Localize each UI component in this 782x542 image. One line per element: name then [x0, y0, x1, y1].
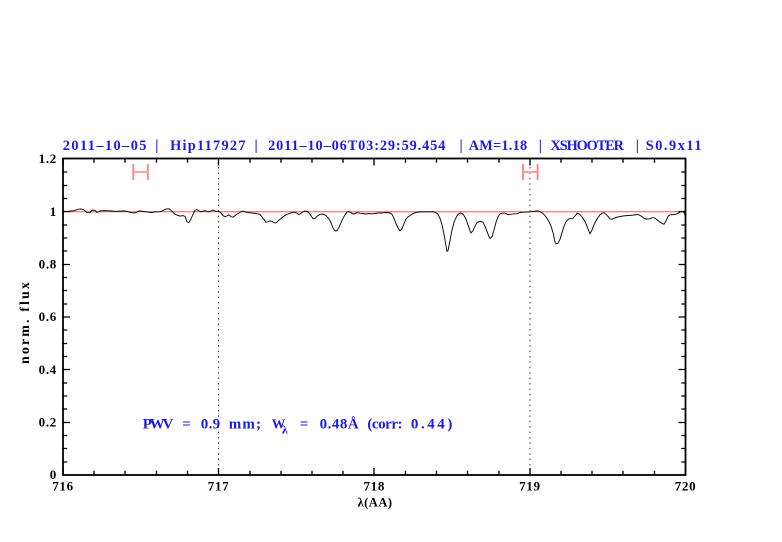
svg-text:PWV: PWV — [143, 417, 174, 433]
svg-text:S0.9x11: S0.9x11 — [646, 138, 703, 154]
svg-text:(corr:: (corr: — [367, 417, 402, 433]
svg-text:717: 717 — [208, 478, 230, 493]
svg-text:XSHOOTER: XSHOOTER — [551, 138, 625, 154]
svg-text:2011–10–05: 2011–10–05 — [63, 138, 148, 154]
svg-text:0.8: 0.8 — [39, 257, 57, 272]
svg-text:=: = — [300, 417, 309, 433]
svg-text:|: | — [539, 138, 542, 154]
svg-text:720: 720 — [675, 478, 697, 493]
svg-text:norm. flux: norm. flux — [18, 280, 33, 364]
svg-text:0.2: 0.2 — [39, 415, 57, 430]
svg-text:mm;: mm; — [229, 417, 262, 433]
svg-text:λ: λ — [282, 423, 288, 437]
svg-text:0.4: 0.4 — [39, 362, 57, 377]
svg-text:λ(AA): λ(AA) — [357, 496, 392, 510]
svg-text:0.6: 0.6 — [39, 309, 57, 324]
svg-text:0.48Å: 0.48Å — [320, 417, 360, 433]
svg-text:0.44): 0.44) — [411, 417, 455, 433]
svg-text:|: | — [155, 138, 158, 154]
svg-text:|: | — [255, 138, 258, 154]
svg-text:=: = — [182, 417, 191, 433]
svg-text:1.2: 1.2 — [39, 151, 57, 166]
svg-text:719: 719 — [519, 478, 541, 493]
svg-text:0.9: 0.9 — [201, 417, 221, 433]
svg-text:1: 1 — [50, 204, 57, 219]
svg-text:Hip117927: Hip117927 — [170, 138, 247, 154]
svg-text:0: 0 — [50, 467, 57, 482]
svg-text:718: 718 — [363, 478, 385, 493]
svg-text:716: 716 — [52, 478, 74, 493]
svg-text:2011–10–06T03:29:59.454: 2011–10–06T03:29:59.454 — [268, 138, 446, 154]
svg-text:W: W — [272, 417, 286, 432]
svg-text:AM=1.18: AM=1.18 — [469, 138, 528, 154]
svg-text:|: | — [460, 138, 463, 154]
svg-text:|: | — [636, 138, 639, 154]
